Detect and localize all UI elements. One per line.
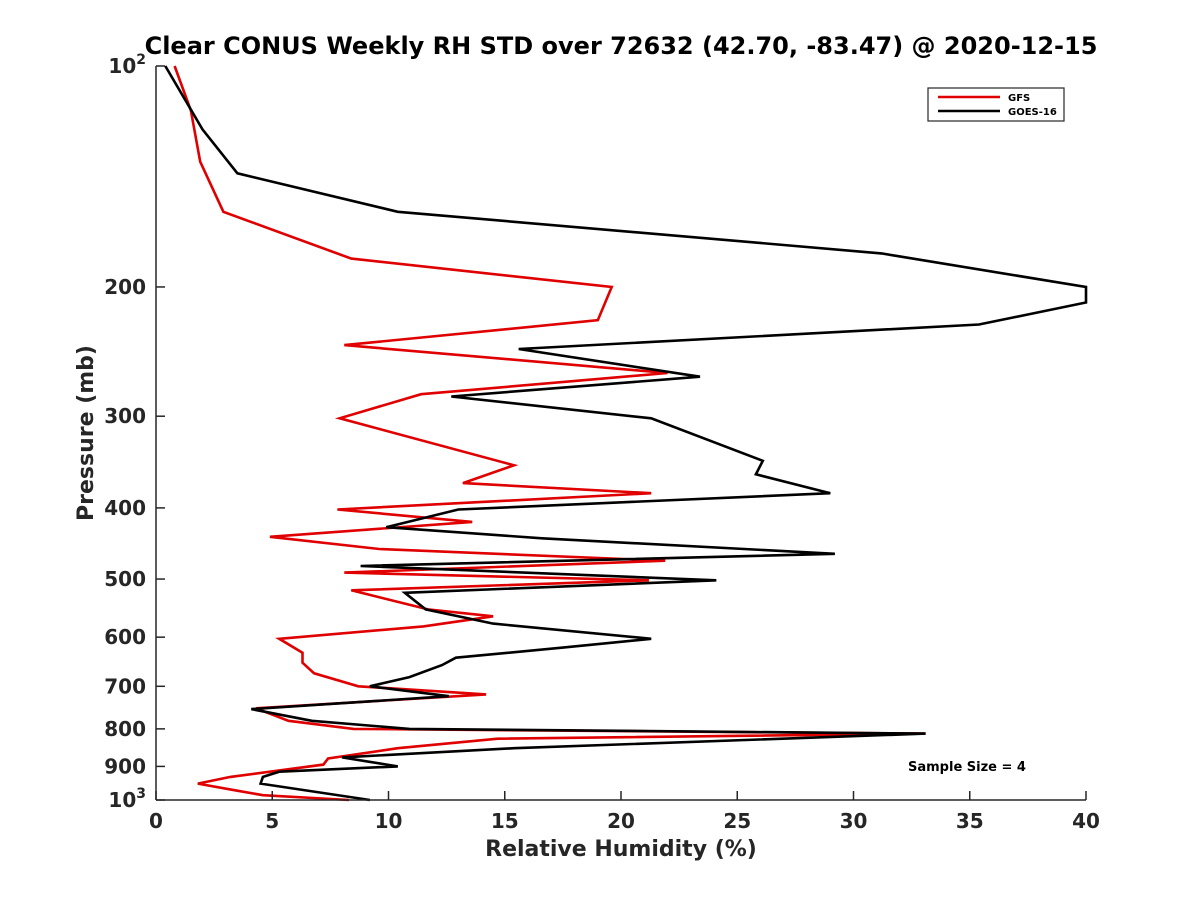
y-tick-label: 102 xyxy=(108,52,146,78)
legend: GFS GOES-16 xyxy=(927,87,1065,122)
legend-box xyxy=(927,87,1065,122)
x-axis-label: Relative Humidity (%) xyxy=(485,837,757,862)
sample-size-annotation: Sample Size = 4 xyxy=(908,760,1026,775)
x-tick-label: 25 xyxy=(723,809,751,833)
y-tick-label: 800 xyxy=(104,717,146,741)
series-line-gfs xyxy=(173,65,926,802)
x-tick-label: 40 xyxy=(1072,809,1100,833)
x-tick-label: 5 xyxy=(265,809,279,833)
chart-title: Clear CONUS Weekly RH STD over 72632 (42… xyxy=(145,32,1098,60)
y-tick-label: 400 xyxy=(104,496,146,520)
series-layer xyxy=(164,65,1088,802)
axes-layer: 0 5 10 15 20 25 30 35 40 102 200 300 400 500 600 700 800… xyxy=(104,52,1100,833)
y-tick-label: 600 xyxy=(104,625,146,649)
legend-entry-label: GFS xyxy=(1008,93,1030,104)
x-tick-label: 35 xyxy=(956,809,984,833)
y-tick-label: 500 xyxy=(104,567,146,591)
y-tick-label: 103 xyxy=(108,786,146,812)
x-tick-label: 15 xyxy=(491,809,519,833)
legend-entry-label: GOES-16 xyxy=(1008,107,1057,118)
x-tick-label: 0 xyxy=(149,809,163,833)
x-tick-label: 10 xyxy=(375,809,403,833)
series-line-goes-16 xyxy=(164,65,1088,802)
y-tick-label: 300 xyxy=(104,404,146,428)
x-tick-label: 30 xyxy=(840,809,868,833)
x-tick-label: 20 xyxy=(607,809,635,833)
y-tick-label: 900 xyxy=(104,754,146,778)
y-axis-label: Pressure (mb) xyxy=(74,345,99,521)
y-tick-label: 700 xyxy=(104,674,146,698)
y-tick-label: 200 xyxy=(104,275,146,299)
